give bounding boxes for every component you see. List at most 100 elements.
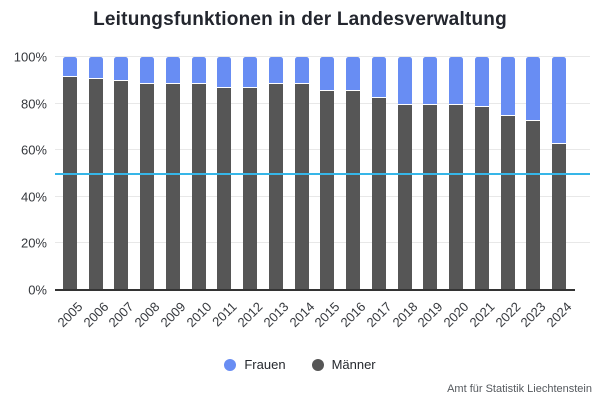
y-tick-20: 20% (20, 235, 47, 251)
bar-2013 (263, 57, 289, 290)
x-label-2019: 2019 (414, 299, 446, 331)
y-tick-80: 80% (20, 96, 47, 112)
bar-2011 (212, 57, 238, 290)
bar-2016 (340, 57, 366, 290)
x-label-2010: 2010 (183, 299, 215, 331)
bar-2019 (418, 57, 444, 290)
bar-2009-maenner (165, 82, 180, 290)
bar-2019-frauen (423, 57, 438, 104)
bar-2007 (109, 57, 135, 290)
x-label-2023: 2023 (517, 299, 549, 331)
x-label-2015: 2015 (311, 299, 343, 331)
bar-2005-frauen (62, 57, 77, 76)
bar-2024-maenner (552, 143, 567, 290)
bar-2023-frauen (526, 57, 541, 120)
x-label-2011: 2011 (209, 299, 240, 330)
bar-2007-maenner (114, 80, 129, 290)
bar-2021-frauen (474, 57, 489, 106)
bar-2015-maenner (320, 89, 335, 290)
bar-2020 (443, 57, 469, 290)
bar-2006 (83, 57, 109, 290)
y-tick-0: 0% (28, 282, 47, 298)
x-label-2021: 2021 (466, 299, 498, 331)
bar-2015 (315, 57, 341, 290)
bar-2023-maenner (526, 119, 541, 290)
bar-2008-frauen (140, 57, 155, 83)
legend-item-maenner[interactable]: Männer (311, 357, 376, 372)
bar-2010-maenner (191, 82, 206, 290)
bar-2006-frauen (88, 57, 103, 78)
legend-label-maenner: Männer (331, 357, 376, 372)
x-label-2008: 2008 (131, 299, 163, 331)
gridline-100 (55, 56, 590, 57)
bar-2006-maenner (88, 77, 103, 290)
x-axis-labels: 2005 2006 2007 2008 2009 2010 2011 2012 2013 2014… (54, 291, 575, 347)
x-label-2020: 2020 (440, 299, 472, 331)
bar-2018-maenner (397, 103, 412, 290)
bar-2011-frauen (217, 57, 232, 88)
bar-2014-maenner (294, 82, 309, 290)
bars (57, 57, 572, 290)
bar-2008 (134, 57, 160, 290)
bar-2011-maenner (217, 87, 232, 290)
x-label-2007: 2007 (105, 299, 137, 331)
bar-2022 (495, 57, 521, 290)
bar-2022-maenner (500, 115, 515, 290)
plot-area (55, 56, 590, 291)
x-label-2014: 2014 (286, 299, 318, 331)
bar-2024 (546, 57, 572, 290)
frauen-legend-dot-icon (224, 358, 237, 371)
bar-2012-frauen (243, 57, 258, 88)
bar-2009 (160, 57, 186, 290)
x-label-2018: 2018 (389, 299, 421, 331)
x-label-2017: 2017 (363, 299, 395, 331)
bar-2014-frauen (294, 57, 309, 83)
x-label-2024: 2024 (543, 299, 575, 331)
x-label-2012: 2012 (234, 299, 266, 331)
legend-label-frauen: Frauen (244, 357, 286, 372)
bar-2012 (237, 57, 263, 290)
bar-2009-frauen (165, 57, 180, 83)
y-axis: 100% 80% 60% 40% 20% 0% (0, 50, 47, 298)
bar-2020-maenner (449, 103, 464, 290)
bar-2022-frauen (500, 57, 515, 116)
x-label-2022: 2022 (492, 299, 524, 331)
bar-2013-frauen (268, 57, 283, 83)
x-label-2013: 2013 (260, 299, 292, 331)
bar-2021-maenner (474, 105, 489, 290)
x-label-2016: 2016 (337, 299, 369, 331)
bar-2016-maenner (346, 89, 361, 290)
bar-2017-frauen (371, 57, 386, 97)
x-label-2009: 2009 (157, 299, 189, 331)
maenner-legend-dot-icon (311, 358, 324, 371)
bar-2013-maenner (268, 82, 283, 290)
x-axis-line (55, 289, 575, 291)
bar-2020-frauen (449, 57, 464, 104)
bar-2005-maenner (62, 75, 77, 290)
bar-2016-frauen (346, 57, 361, 90)
fifty-percent-reference-line (55, 172, 590, 175)
bar-2021 (469, 57, 495, 290)
bar-2018-frauen (397, 57, 412, 104)
bar-2019-maenner (423, 103, 438, 290)
legend: Frauen Männer (0, 357, 600, 372)
x-label-2005: 2005 (54, 299, 86, 331)
legend-item-frauen[interactable]: Frauen (224, 357, 286, 372)
bar-2008-maenner (140, 82, 155, 290)
bar-2010-frauen (191, 57, 206, 83)
y-tick-60: 60% (20, 142, 47, 158)
bar-2015-frauen (320, 57, 335, 90)
source-note: Amt für Statistik Liechtenstein (447, 383, 592, 395)
bar-2018 (392, 57, 418, 290)
bar-2023 (521, 57, 547, 290)
x-label-2006: 2006 (80, 299, 112, 331)
bar-2012-maenner (243, 87, 258, 290)
y-tick-100: 100% (13, 49, 47, 65)
bar-2024-frauen (552, 57, 567, 144)
bar-2014 (289, 57, 315, 290)
bar-2017-maenner (371, 96, 386, 290)
bar-2005 (57, 57, 83, 290)
y-tick-40: 40% (20, 189, 47, 205)
bar-2017 (366, 57, 392, 290)
